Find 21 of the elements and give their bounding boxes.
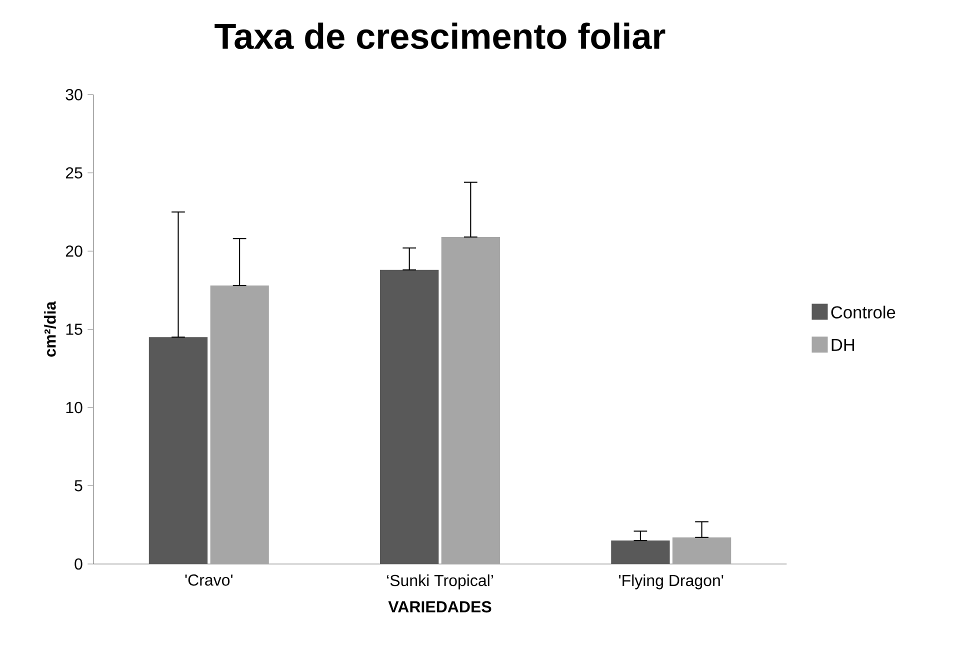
y-tick-label: 10 [66,402,82,414]
chart-title: Taxa de crescimento foliar [214,22,666,49]
bar [148,336,208,564]
y-tick-label: 15 [66,324,82,335]
bar [441,236,500,564]
y-tick-label: 0 [74,558,82,570]
legend-label: Controle [831,306,896,318]
bar [380,270,439,564]
x-tick-label: ‘Sunki Tropical’ [387,574,493,590]
y-tick-label: 25 [66,167,82,178]
x-tick-label: 'Cravo' [185,574,232,586]
y-tick-label: 5 [74,480,82,492]
legend-label: DH [832,338,854,351]
x-tick-label: 'Flying Dragon' [619,574,724,590]
y-axis-title: cm²/dia [44,301,56,357]
bar [611,540,670,564]
y-tick-label: 30 [66,88,82,100]
bar [210,285,269,564]
x-axis-title: VARIEDADES [388,600,492,612]
y-tick-label: 20 [66,245,82,257]
bar [672,537,732,564]
